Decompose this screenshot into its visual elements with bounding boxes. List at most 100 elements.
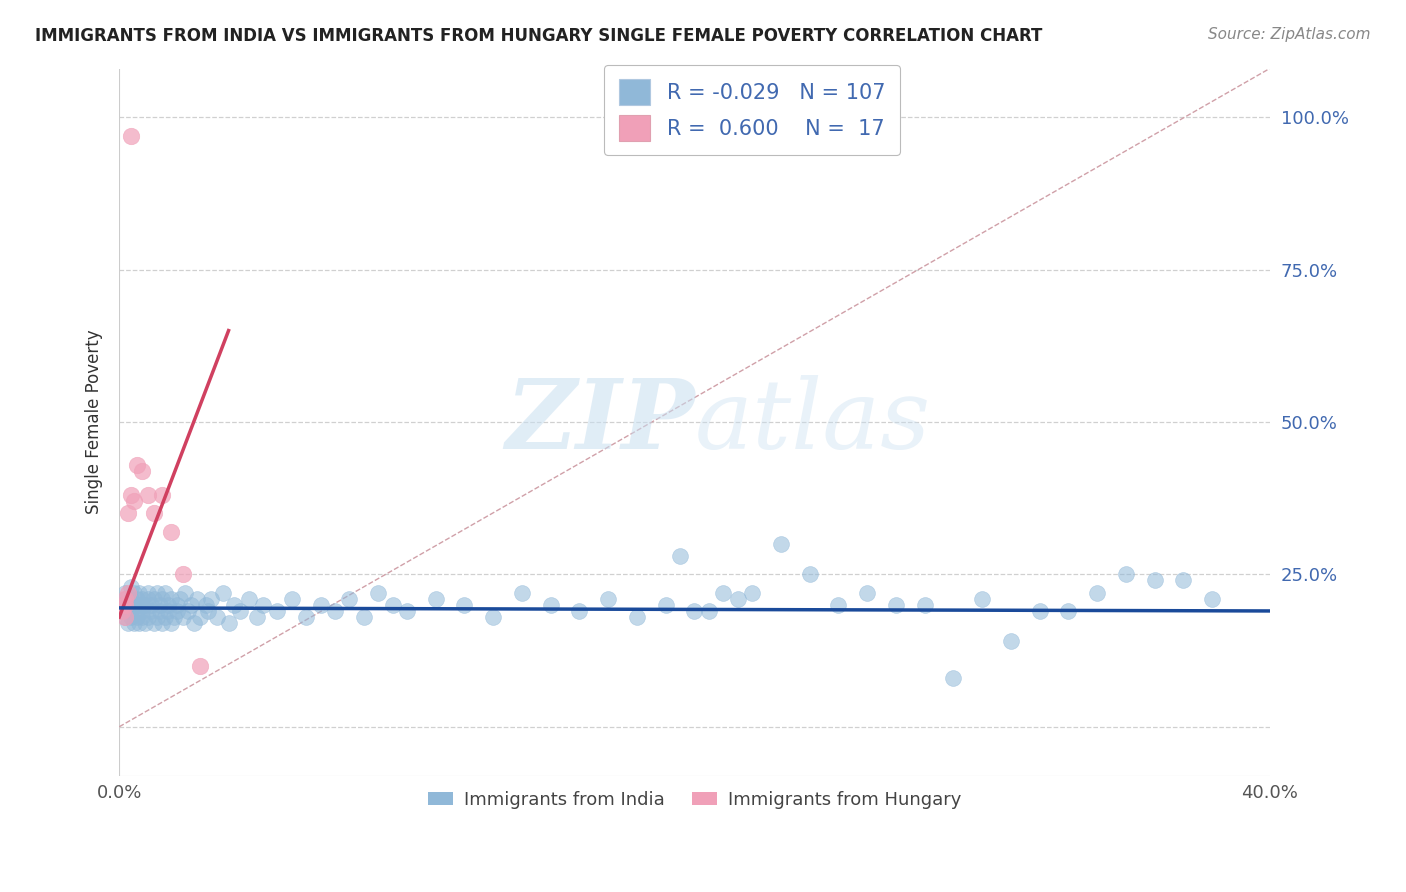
- Point: [727, 591, 749, 606]
- Point: [157, 598, 180, 612]
- Point: [252, 598, 274, 612]
- Point: [117, 598, 139, 612]
- Point: [697, 604, 720, 618]
- Point: [395, 604, 418, 618]
- Point: [152, 591, 174, 606]
- Point: [229, 604, 252, 618]
- Point: [114, 610, 136, 624]
- Point: [188, 658, 211, 673]
- Point: [827, 598, 849, 612]
- Point: [120, 128, 142, 143]
- Point: [142, 507, 165, 521]
- Point: [111, 598, 134, 612]
- Point: [942, 671, 965, 685]
- Point: [353, 610, 375, 624]
- Point: [111, 598, 134, 612]
- Point: [295, 610, 318, 624]
- Point: [131, 591, 153, 606]
- Point: [131, 464, 153, 478]
- Point: [266, 604, 288, 618]
- Point: [540, 598, 562, 612]
- Point: [166, 598, 188, 612]
- Point: [1115, 567, 1137, 582]
- Point: [157, 604, 180, 618]
- Point: [131, 610, 153, 624]
- Point: [246, 610, 269, 624]
- Point: [120, 591, 142, 606]
- Point: [1201, 591, 1223, 606]
- Point: [139, 598, 162, 612]
- Point: [117, 616, 139, 631]
- Point: [453, 598, 475, 612]
- Point: [122, 585, 145, 599]
- Point: [166, 604, 188, 618]
- Text: atlas: atlas: [695, 375, 931, 469]
- Point: [197, 604, 219, 618]
- Point: [224, 598, 246, 612]
- Point: [180, 598, 202, 612]
- Point: [155, 610, 177, 624]
- Point: [120, 488, 142, 502]
- Point: [122, 494, 145, 508]
- Point: [142, 591, 165, 606]
- Point: [136, 488, 159, 502]
- Point: [117, 507, 139, 521]
- Point: [856, 585, 879, 599]
- Point: [136, 591, 159, 606]
- Point: [139, 604, 162, 618]
- Point: [200, 591, 222, 606]
- Point: [510, 585, 533, 599]
- Point: [741, 585, 763, 599]
- Point: [114, 610, 136, 624]
- Point: [142, 616, 165, 631]
- Point: [114, 591, 136, 606]
- Point: [1000, 634, 1022, 648]
- Point: [128, 616, 150, 631]
- Point: [145, 585, 167, 599]
- Point: [134, 616, 156, 631]
- Point: [136, 585, 159, 599]
- Point: [174, 585, 197, 599]
- Point: [114, 585, 136, 599]
- Point: [188, 610, 211, 624]
- Point: [381, 598, 404, 612]
- Point: [117, 604, 139, 618]
- Point: [309, 598, 332, 612]
- Point: [482, 610, 505, 624]
- Text: ZIP: ZIP: [505, 375, 695, 469]
- Point: [194, 598, 217, 612]
- Point: [972, 591, 994, 606]
- Point: [169, 591, 191, 606]
- Point: [337, 591, 360, 606]
- Point: [568, 604, 591, 618]
- Point: [128, 585, 150, 599]
- Point: [238, 591, 260, 606]
- Legend: Immigrants from India, Immigrants from Hungary: Immigrants from India, Immigrants from H…: [420, 783, 969, 816]
- Point: [125, 610, 148, 624]
- Point: [160, 616, 183, 631]
- Point: [152, 616, 174, 631]
- Point: [799, 567, 821, 582]
- Point: [136, 610, 159, 624]
- Point: [111, 604, 134, 618]
- Point: [1057, 604, 1080, 618]
- Point: [145, 610, 167, 624]
- Point: [598, 591, 620, 606]
- Point: [1028, 604, 1050, 618]
- Point: [114, 591, 136, 606]
- Point: [120, 610, 142, 624]
- Point: [218, 616, 240, 631]
- Point: [117, 585, 139, 599]
- Point: [186, 591, 208, 606]
- Point: [148, 604, 170, 618]
- Point: [183, 616, 205, 631]
- Point: [1085, 585, 1108, 599]
- Point: [163, 610, 186, 624]
- Point: [148, 598, 170, 612]
- Point: [211, 585, 233, 599]
- Point: [281, 591, 304, 606]
- Point: [125, 604, 148, 618]
- Point: [669, 549, 692, 563]
- Point: [205, 610, 228, 624]
- Point: [125, 591, 148, 606]
